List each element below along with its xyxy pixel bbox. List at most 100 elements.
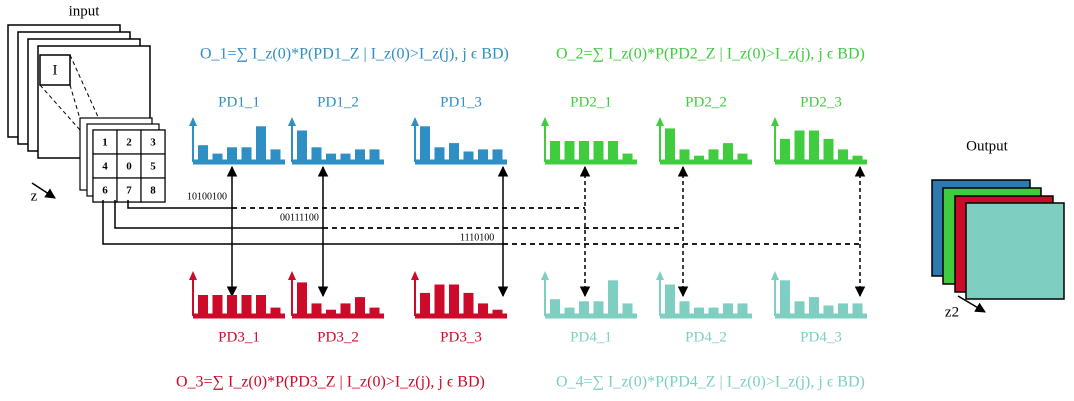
- hist-label: PD1_3: [440, 94, 482, 110]
- hist-bar: [256, 126, 266, 162]
- hist-bar: [608, 141, 618, 162]
- hist-arrowhead: [771, 271, 779, 280]
- hist-bar: [492, 309, 503, 316]
- hist-bar: [550, 299, 560, 316]
- code-label: 1110100: [460, 232, 494, 243]
- inner-box: [39, 54, 71, 86]
- hist-bar: [463, 292, 474, 316]
- hist-bar: [794, 301, 805, 316]
- hist-bar: [622, 303, 633, 316]
- hist-bar: [340, 303, 351, 316]
- hist-bar: [340, 153, 351, 162]
- z-axis-label: z: [31, 188, 38, 204]
- hist-bar: [369, 149, 380, 162]
- hist-label: PD3_1: [218, 329, 260, 345]
- hist-arrowhead: [189, 117, 197, 126]
- hist-bar: [420, 126, 430, 162]
- hist-bar: [579, 301, 589, 316]
- hist-bar: [355, 149, 365, 162]
- hist-bar: [227, 295, 237, 316]
- hist-label: PD4_3: [800, 329, 842, 345]
- stage: input I 1 2 3 4 0 5 6 7 8 z 10100100 00111100 1110100 P…: [7, 3, 1065, 391]
- hist-bar: [212, 295, 223, 316]
- grid-number: 4: [102, 161, 108, 173]
- dashed-guide: [39, 84, 81, 131]
- hist-arrowhead: [189, 271, 197, 280]
- hist-bar: [593, 141, 604, 162]
- hist-arrowhead: [411, 271, 419, 280]
- code-label: 00111100: [280, 212, 319, 223]
- hist-bar: [679, 149, 690, 162]
- hist-bar: [311, 303, 322, 316]
- hist-bar: [852, 303, 863, 316]
- hist-label: PD1_1: [218, 94, 260, 110]
- hist-bar: [608, 280, 618, 316]
- hist-bar: [809, 130, 819, 162]
- hist-bar: [708, 149, 719, 162]
- hist-arrowhead: [541, 271, 549, 280]
- hist-bar: [564, 307, 575, 316]
- hist-arrowhead: [656, 117, 664, 126]
- hist-arrowhead: [656, 271, 664, 280]
- hist-label: PD3_2: [317, 329, 359, 345]
- hist-bar: [780, 280, 790, 316]
- hist-bar: [809, 297, 819, 316]
- hist-bar: [579, 141, 589, 162]
- hist-bar: [355, 297, 365, 316]
- hist-bar: [326, 153, 336, 162]
- hist-bar: [852, 155, 863, 162]
- hist-bar: [492, 149, 503, 162]
- hist-bar: [212, 153, 223, 162]
- hist-bar: [665, 284, 675, 316]
- hist-bar: [823, 305, 834, 316]
- hist-bar: [311, 147, 322, 162]
- hist-arrowhead: [771, 117, 779, 126]
- hist-label: PD2_2: [685, 94, 727, 110]
- formula: O_3=∑ I_z(0)*P(PD3_Z | I_z(0)>I_z(j), j …: [176, 374, 485, 391]
- hist-bar: [198, 295, 208, 316]
- hist-label: PD2_1: [570, 94, 612, 110]
- grid-number: 1: [102, 137, 108, 149]
- grid-cell: [140, 177, 166, 203]
- grid-number: 3: [150, 137, 156, 149]
- hist-bar: [694, 155, 704, 162]
- grid-number: 8: [150, 185, 156, 197]
- hist-bar: [463, 151, 474, 162]
- hist-bar: [270, 149, 281, 162]
- hist-bar: [326, 309, 336, 316]
- grid-number: 5: [150, 161, 156, 173]
- hist-bar: [420, 292, 430, 316]
- hist-label: PD4_1: [570, 329, 612, 345]
- hist-bar: [449, 284, 459, 316]
- hist-bar: [737, 153, 748, 162]
- hist-bar: [838, 303, 848, 316]
- hist-bar: [241, 295, 252, 316]
- hist-bar: [694, 307, 704, 316]
- grid-number: 0: [126, 161, 132, 173]
- z2-axis-label: z2: [945, 304, 959, 320]
- hist-bar: [434, 147, 445, 162]
- code-line: [102, 200, 503, 245]
- grid-number: 2: [126, 137, 132, 149]
- inner-label: I: [53, 62, 58, 78]
- hist-arrowhead: [288, 117, 296, 126]
- hist-bar: [823, 138, 834, 162]
- code-line: [127, 200, 232, 209]
- hist-bar: [478, 149, 488, 162]
- hist-arrowhead: [541, 117, 549, 126]
- hist-bar: [564, 141, 575, 162]
- formula: O_2=∑ I_z(0)*P(PD2_Z | I_z(0)>I_z(j), j …: [556, 46, 865, 63]
- formula: O_1=∑ I_z(0)*P(PD1_Z | I_z(0)>I_z(j), j …: [200, 46, 509, 63]
- hist-bar: [198, 145, 208, 162]
- grid-cell: [92, 129, 118, 155]
- hist-label: PD2_3: [800, 94, 842, 110]
- grid-cell: [140, 129, 166, 155]
- hist-bar: [622, 153, 633, 162]
- hist-bar: [369, 307, 380, 316]
- hist-bar: [297, 130, 307, 162]
- hist-bar: [593, 301, 604, 316]
- grid-cell: [140, 153, 166, 179]
- grid-number: 7: [126, 185, 132, 197]
- z2-arrow: [957, 295, 986, 313]
